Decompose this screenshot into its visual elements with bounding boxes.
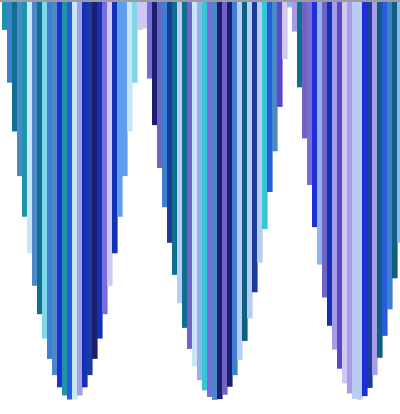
curtain-stripe [72, 2, 78, 400]
curtain-stripe [92, 2, 98, 359]
curtain-stripe [212, 2, 218, 400]
curtain-stripe [37, 2, 43, 315]
curtain-stripe [232, 2, 238, 376]
curtain-stripe [347, 2, 353, 394]
curtain-stripe [162, 2, 168, 208]
curtain-stripe [57, 2, 63, 388]
curtain-stripe [132, 2, 138, 83]
curtain-stripe [362, 2, 368, 397]
top-border-line [0, 0, 400, 2]
curtain-stripe [112, 2, 118, 254]
curtain-stripe [277, 2, 283, 107]
curtain-stripe [52, 2, 58, 376]
curtain-drape [292, 2, 400, 400]
curtain-stripe [22, 2, 28, 217]
curtain-stripe [262, 2, 268, 230]
curtain-stripe [102, 2, 108, 315]
curtain-stripe [222, 2, 228, 395]
curtain-stripe [12, 2, 18, 132]
curtain-stripe [382, 2, 388, 336]
curtain-stripe [117, 2, 123, 217]
curtain-stripe [27, 2, 33, 254]
curtain-stripe [322, 2, 328, 298]
curtain-stripe [137, 2, 143, 30]
curtain-stripe [142, 2, 148, 29]
curtain-stripe [107, 2, 113, 286]
curtain-stripe [367, 2, 373, 388]
curtain-stripe [42, 2, 48, 339]
curtain-stripe [247, 2, 253, 319]
curtain-stripe [332, 2, 338, 350]
curtain-stripe [352, 2, 358, 399]
curtain-stripe [237, 2, 243, 360]
curtain-stripe [97, 2, 103, 339]
curtain-stripe [252, 2, 258, 293]
curtain-stripe [7, 2, 13, 83]
curtain-stripe [122, 2, 128, 177]
curtain-stripe [317, 2, 323, 265]
curtain-stripe [242, 2, 248, 341]
curtain-stripe [152, 2, 158, 126]
curtain-stripe [217, 2, 223, 400]
curtain-stripe [292, 2, 298, 32]
curtain-stripe [187, 2, 193, 349]
curtain-stripe [302, 2, 308, 139]
curtain-stripe [307, 2, 313, 186]
curtain-stripe [297, 2, 303, 88]
curtain-stripe [377, 2, 383, 358]
curtain-stripe [267, 2, 273, 192]
curtain-stripe [287, 2, 293, 8]
curtain-stripe [392, 2, 398, 279]
curtain-stripe [17, 2, 23, 177]
curtain-stripe [2, 2, 8, 30]
curtain-stripe [167, 2, 173, 243]
curtain-stripe [67, 2, 73, 400]
curtain-stripe [157, 2, 163, 168]
curtain-stripe [207, 2, 213, 397]
curtain-stripe [82, 2, 88, 388]
curtain-stripe [327, 2, 333, 326]
curtain-stripe [372, 2, 378, 376]
curtain-stripe [202, 2, 208, 391]
curtain-stripe [62, 2, 68, 396]
curtain-drape [142, 2, 293, 400]
curtain-stripe [127, 2, 133, 132]
curtain-stripe [182, 2, 188, 328]
curtain-drape [2, 2, 143, 400]
curtain-stripe [147, 2, 153, 79]
curtain-stripe [192, 2, 198, 367]
curtain-stripe [32, 2, 38, 286]
curtain-stripe [227, 2, 233, 387]
curtain-stripe [177, 2, 183, 304]
curtain-stripe [77, 2, 83, 396]
curtain-stripe [312, 2, 318, 228]
curtain-stripe [87, 2, 93, 376]
curtain-stripe [397, 2, 400, 243]
curtain-stripe [337, 2, 343, 369]
curtain-stripe [282, 2, 288, 59]
curtain-stripe [257, 2, 263, 263]
curtain-stripe [197, 2, 203, 381]
curtain-stripe [272, 2, 278, 152]
curtain-stripe [172, 2, 178, 275]
curtain-stripe [47, 2, 53, 359]
curtain-stripe [342, 2, 348, 384]
curtain-stripe [387, 2, 393, 310]
curtain-stripe [357, 2, 363, 400]
